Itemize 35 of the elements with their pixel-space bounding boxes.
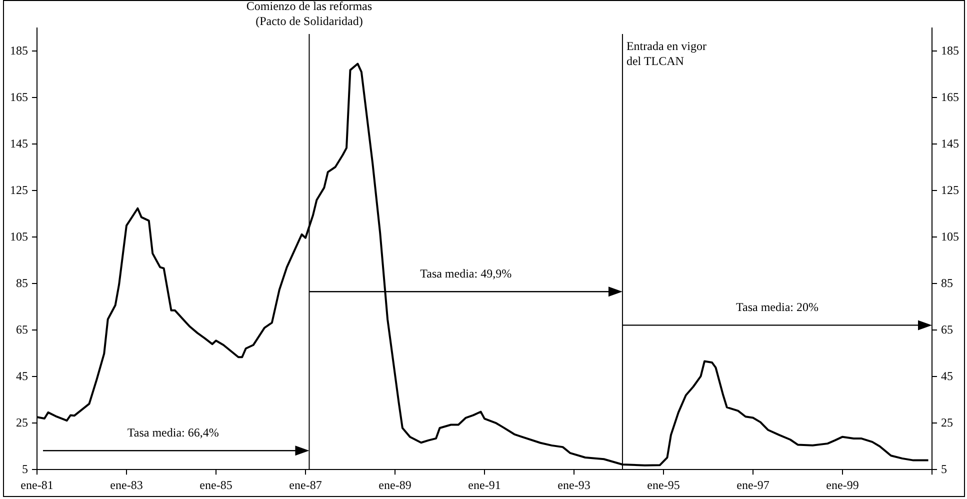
annotation: Tasa media: 20% (736, 300, 818, 314)
y2-tick-label: 85 (941, 276, 953, 290)
y-tick-label: 85 (16, 276, 28, 290)
x-tick-label: ene-97 (736, 478, 770, 492)
x-tick-label: ene-99 (826, 478, 859, 492)
x-tick-label: ene-91 (468, 478, 501, 492)
x-tick-label: ene-89 (378, 478, 412, 492)
y2-tick-label: 25 (941, 415, 953, 430)
y-tick-label: 125 (10, 182, 28, 197)
y2-tick-label: 65 (941, 322, 953, 336)
x-tick-label: ene-87 (289, 478, 322, 492)
ref-line-label: Comienzo de las reformas (Pacto de Solidaridad) (246, 0, 372, 28)
y-tick-label: 185 (10, 43, 28, 58)
y-tick-label: 145 (10, 136, 28, 150)
y2-tick-label: 45 (941, 368, 953, 383)
y-tick-label: 45 (16, 368, 28, 383)
x-tick-label: ene-81 (20, 478, 54, 492)
y2-tick-label: 105 (941, 229, 959, 244)
x-tick-label: ene-85 (200, 478, 232, 492)
y2-tick-label: 185 (941, 43, 959, 58)
x-tick-label: ene-83 (110, 478, 143, 492)
y-tick-label: 5 (22, 462, 28, 476)
y2-tick-label: 125 (941, 182, 959, 197)
annotation: Tasa media: 66,4% (127, 426, 219, 440)
y-tick-label: 105 (10, 229, 28, 244)
y-tick-label: 165 (10, 90, 28, 104)
x-tick-label: ene-93 (558, 478, 590, 492)
y2-tick-label: 5 (941, 462, 947, 476)
y-tick-label: 25 (16, 415, 28, 430)
annotation: Tasa media: 49,9% (420, 266, 512, 281)
y2-tick-label: 165 (941, 90, 959, 104)
x-tick-label: ene-95 (647, 478, 680, 492)
y-tick-label: 65 (16, 322, 28, 336)
y2-tick-label: 145 (941, 136, 959, 150)
ref-line-label: Entrada en vigor del TLCAN (626, 39, 706, 68)
